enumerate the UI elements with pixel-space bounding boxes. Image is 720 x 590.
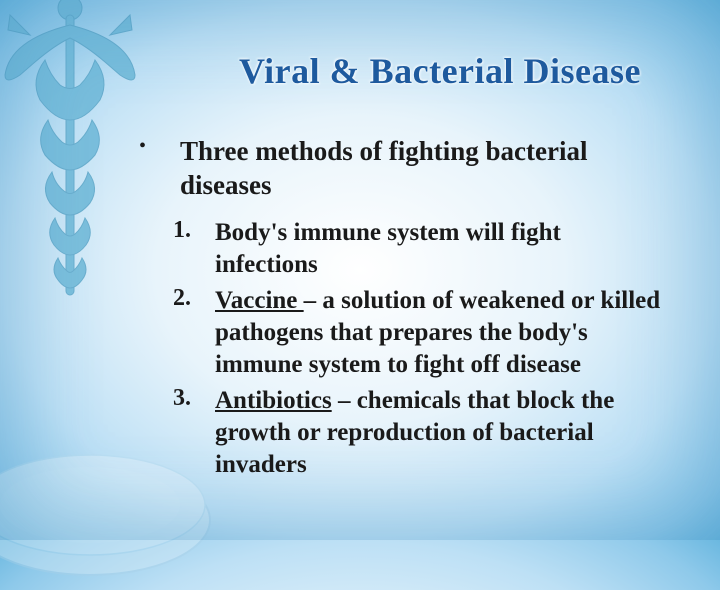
- bullet-marker: •: [135, 135, 180, 158]
- intro-text: Three methods of fighting bacterial dise…: [180, 135, 665, 203]
- list-number: 1.: [173, 217, 215, 244]
- list-item: 1. Body's immune system will fight infec…: [135, 217, 665, 281]
- content-area: • Three methods of fighting bacterial di…: [135, 135, 665, 485]
- item-text: Body's immune system will fight infectio…: [215, 219, 561, 278]
- list-text: Antibiotics – chemicals that block the g…: [215, 385, 665, 481]
- list-text: Vaccine – a solution of weakened or kill…: [215, 285, 665, 381]
- slide-title: Viral & Bacterial Disease: [200, 50, 680, 92]
- list-item: 2. Vaccine – a solution of weakened or k…: [135, 285, 665, 381]
- item-term: Vaccine: [215, 287, 304, 314]
- list-number: 3.: [173, 385, 215, 412]
- intro-bullet: • Three methods of fighting bacterial di…: [135, 135, 665, 203]
- item-term: Antibiotics: [215, 387, 332, 414]
- list-item: 3. Antibiotics – chemicals that block th…: [135, 385, 665, 481]
- list-text: Body's immune system will fight infectio…: [215, 217, 665, 281]
- list-number: 2.: [173, 285, 215, 312]
